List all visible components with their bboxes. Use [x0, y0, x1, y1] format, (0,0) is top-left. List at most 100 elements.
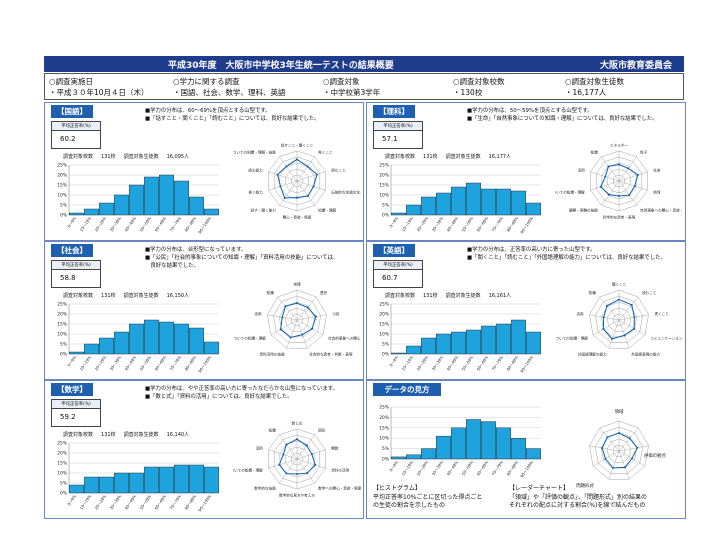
- radar-point: [289, 336, 292, 339]
- y-tick-label: 15%: [379, 322, 389, 328]
- x-tick-label: 80～89%: [505, 459, 519, 476]
- radar-point: [630, 303, 633, 306]
- y-tick-label: 20%: [57, 451, 67, 457]
- histogram-bar: [129, 323, 144, 355]
- radar-point: [310, 453, 313, 456]
- average-rate-label: 平均正答率(%): [52, 400, 100, 409]
- radar-axis-label: 読むこと: [642, 290, 657, 295]
- histogram-bar: [174, 180, 189, 216]
- x-tick-label: 40～49%: [445, 354, 459, 371]
- x-tick-label: 10～19%: [400, 459, 414, 476]
- x-tick-label: 70～79%: [168, 354, 182, 371]
- school-count: 131校: [423, 154, 438, 160]
- radar-axis-label: 話すこと・聞くこと: [281, 143, 314, 148]
- radar-axis-label: 資料活用の技能: [260, 351, 286, 356]
- x-tick-label: 90～100%: [519, 354, 534, 373]
- histogram-bar: [144, 176, 159, 216]
- subject-tag: 【理科】: [373, 105, 415, 118]
- x-tick-label: 20～29%: [93, 354, 107, 371]
- average-rate-label: 平均正答率(%): [374, 261, 422, 270]
- histogram-bar: [496, 427, 511, 460]
- radar-point: [283, 196, 286, 199]
- subject-notes: ■学力の分布は、60～69%を頂点とする山型です。 ■「話すこと・聞くこと」「読む…: [145, 107, 320, 123]
- histogram-bar: [391, 352, 406, 355]
- school-count-label: 調査対象校数: [385, 293, 416, 299]
- radar-point: [623, 334, 626, 337]
- student-count: 16,095人: [166, 154, 190, 160]
- radar-axis-label: コミュニケーションへの関心・意欲・態度: [650, 336, 683, 341]
- average-rate-label: 平均正答率(%): [374, 122, 422, 131]
- radar-point: [630, 457, 633, 460]
- page-title: 平成30年度 大阪市中学校3年生統一テストの結果概要: [168, 61, 394, 71]
- radar-axis-label: 書くこと: [654, 311, 669, 316]
- x-tick-label: 50～59%: [460, 215, 474, 232]
- y-tick-label: 25%: [379, 405, 389, 411]
- y-tick-label: 25%: [57, 163, 67, 169]
- histogram-bar: [496, 188, 511, 216]
- x-tick-label: 30～39%: [108, 354, 122, 371]
- info-target: ○調査対象 ・中学校第3学年: [323, 77, 381, 97]
- school-count-label: 調査対象校数: [385, 154, 416, 160]
- y-tick-label: 15%: [379, 425, 389, 431]
- average-rate-label: 平均正答率(%): [52, 261, 100, 270]
- radar-axis-label: 歴史: [320, 290, 328, 295]
- histogram-bar: [174, 464, 189, 494]
- histogram-bar: [496, 323, 511, 355]
- x-tick-label: 10～19%: [400, 354, 414, 371]
- histogram-bar: [129, 472, 144, 494]
- y-tick-label: 5%: [60, 203, 67, 209]
- radar-axis-label: 公民: [332, 311, 340, 316]
- radar-chart: 聞くこと読むこと書くことコミュニケーションへの関心・意欲・態度外国語表現の能力 外…: [555, 282, 683, 357]
- radar-point: [314, 315, 317, 318]
- average-rate-box: 平均正答率(%) 57.1: [373, 121, 423, 149]
- histogram-bar: [451, 331, 466, 355]
- note-line: ■「数と式」「資料の活用」については、良好な結果でした。: [145, 394, 293, 400]
- guide-radar-note: 【レーダーチャート】 「領域」や「評価の観点」、「問題形式」別の結果の それぞれ…: [509, 485, 648, 509]
- x-tick-label: 40～49%: [445, 215, 459, 232]
- y-tick-label: 5%: [382, 203, 389, 209]
- histogram-bar: [204, 341, 219, 355]
- student-count-label: 調査対象生徒数: [445, 293, 481, 299]
- histogram-bar: [189, 327, 204, 355]
- histogram-bar: [204, 466, 219, 494]
- organization-name: 大阪市教育委員会: [599, 61, 672, 71]
- radar-point: [306, 195, 309, 198]
- x-tick-label: 50～59%: [138, 493, 152, 510]
- panel-rika: 【理科】 ■学力の分布は、50～59%を頂点とする山型です。 ■「生命」「自然事象に…: [366, 102, 686, 241]
- student-count-label: 調査対象生徒数: [123, 293, 159, 299]
- histogram-bar: [84, 208, 99, 216]
- x-tick-label: 70～79%: [490, 215, 504, 232]
- x-tick-label: 10～19%: [78, 493, 92, 510]
- histogram-bar: [451, 427, 466, 460]
- histogram-bar: [511, 190, 526, 216]
- histogram-bar: [159, 321, 174, 355]
- radar-axis-label: 伝統的な言語文化と国語の特質に関する事項: [331, 190, 361, 195]
- radar-point: [296, 473, 298, 475]
- student-count: 16,177人: [488, 154, 512, 160]
- title-bar: 平成30年度 大阪市中学校3年生統一テストの結果概要 大阪市教育委員会: [44, 56, 684, 72]
- radar-chart: エネルギー粒子生命地球自然事象への関心・意欲・態度科学的な思考・表現観察・実験の…: [555, 143, 683, 220]
- y-tick-label: 0%: [382, 352, 389, 358]
- x-tick-label: 70～79%: [168, 493, 182, 510]
- y-tick-label: 25%: [57, 441, 67, 447]
- histogram-bar: [511, 319, 526, 355]
- histogram-bar: [114, 472, 129, 494]
- histogram-bar: [84, 476, 99, 494]
- radar-point: [296, 196, 298, 199]
- radar-axis-label: 読むこと: [331, 167, 346, 172]
- y-tick-label: 15%: [379, 183, 389, 189]
- histogram-bar: [421, 337, 436, 355]
- radar-axis-label: 話す・聞く能力: [251, 208, 277, 213]
- radar-axis-label: 言語についての知識・理解・技能: [233, 149, 276, 154]
- student-count: 16,150人: [166, 293, 190, 299]
- note-line: ■「聞くこと」「読むこと」「外国語理解の能力」については、良好な結果でした。: [467, 255, 666, 261]
- x-tick-label: 90～100%: [519, 215, 534, 234]
- note-line: ■「生命」「自然事象についての知識・理解」については、良好な結果でした。: [467, 116, 658, 122]
- histogram-bar: [406, 204, 421, 216]
- x-tick-label: 30～39%: [430, 215, 444, 232]
- y-tick-label: 25%: [379, 302, 389, 308]
- guide-radar-category: 問題形式: [576, 482, 594, 489]
- note-line: 良好な結果でした。: [145, 263, 199, 269]
- x-tick-label: 0～9%: [388, 354, 399, 367]
- radar-axis-label: 活用: [256, 445, 264, 450]
